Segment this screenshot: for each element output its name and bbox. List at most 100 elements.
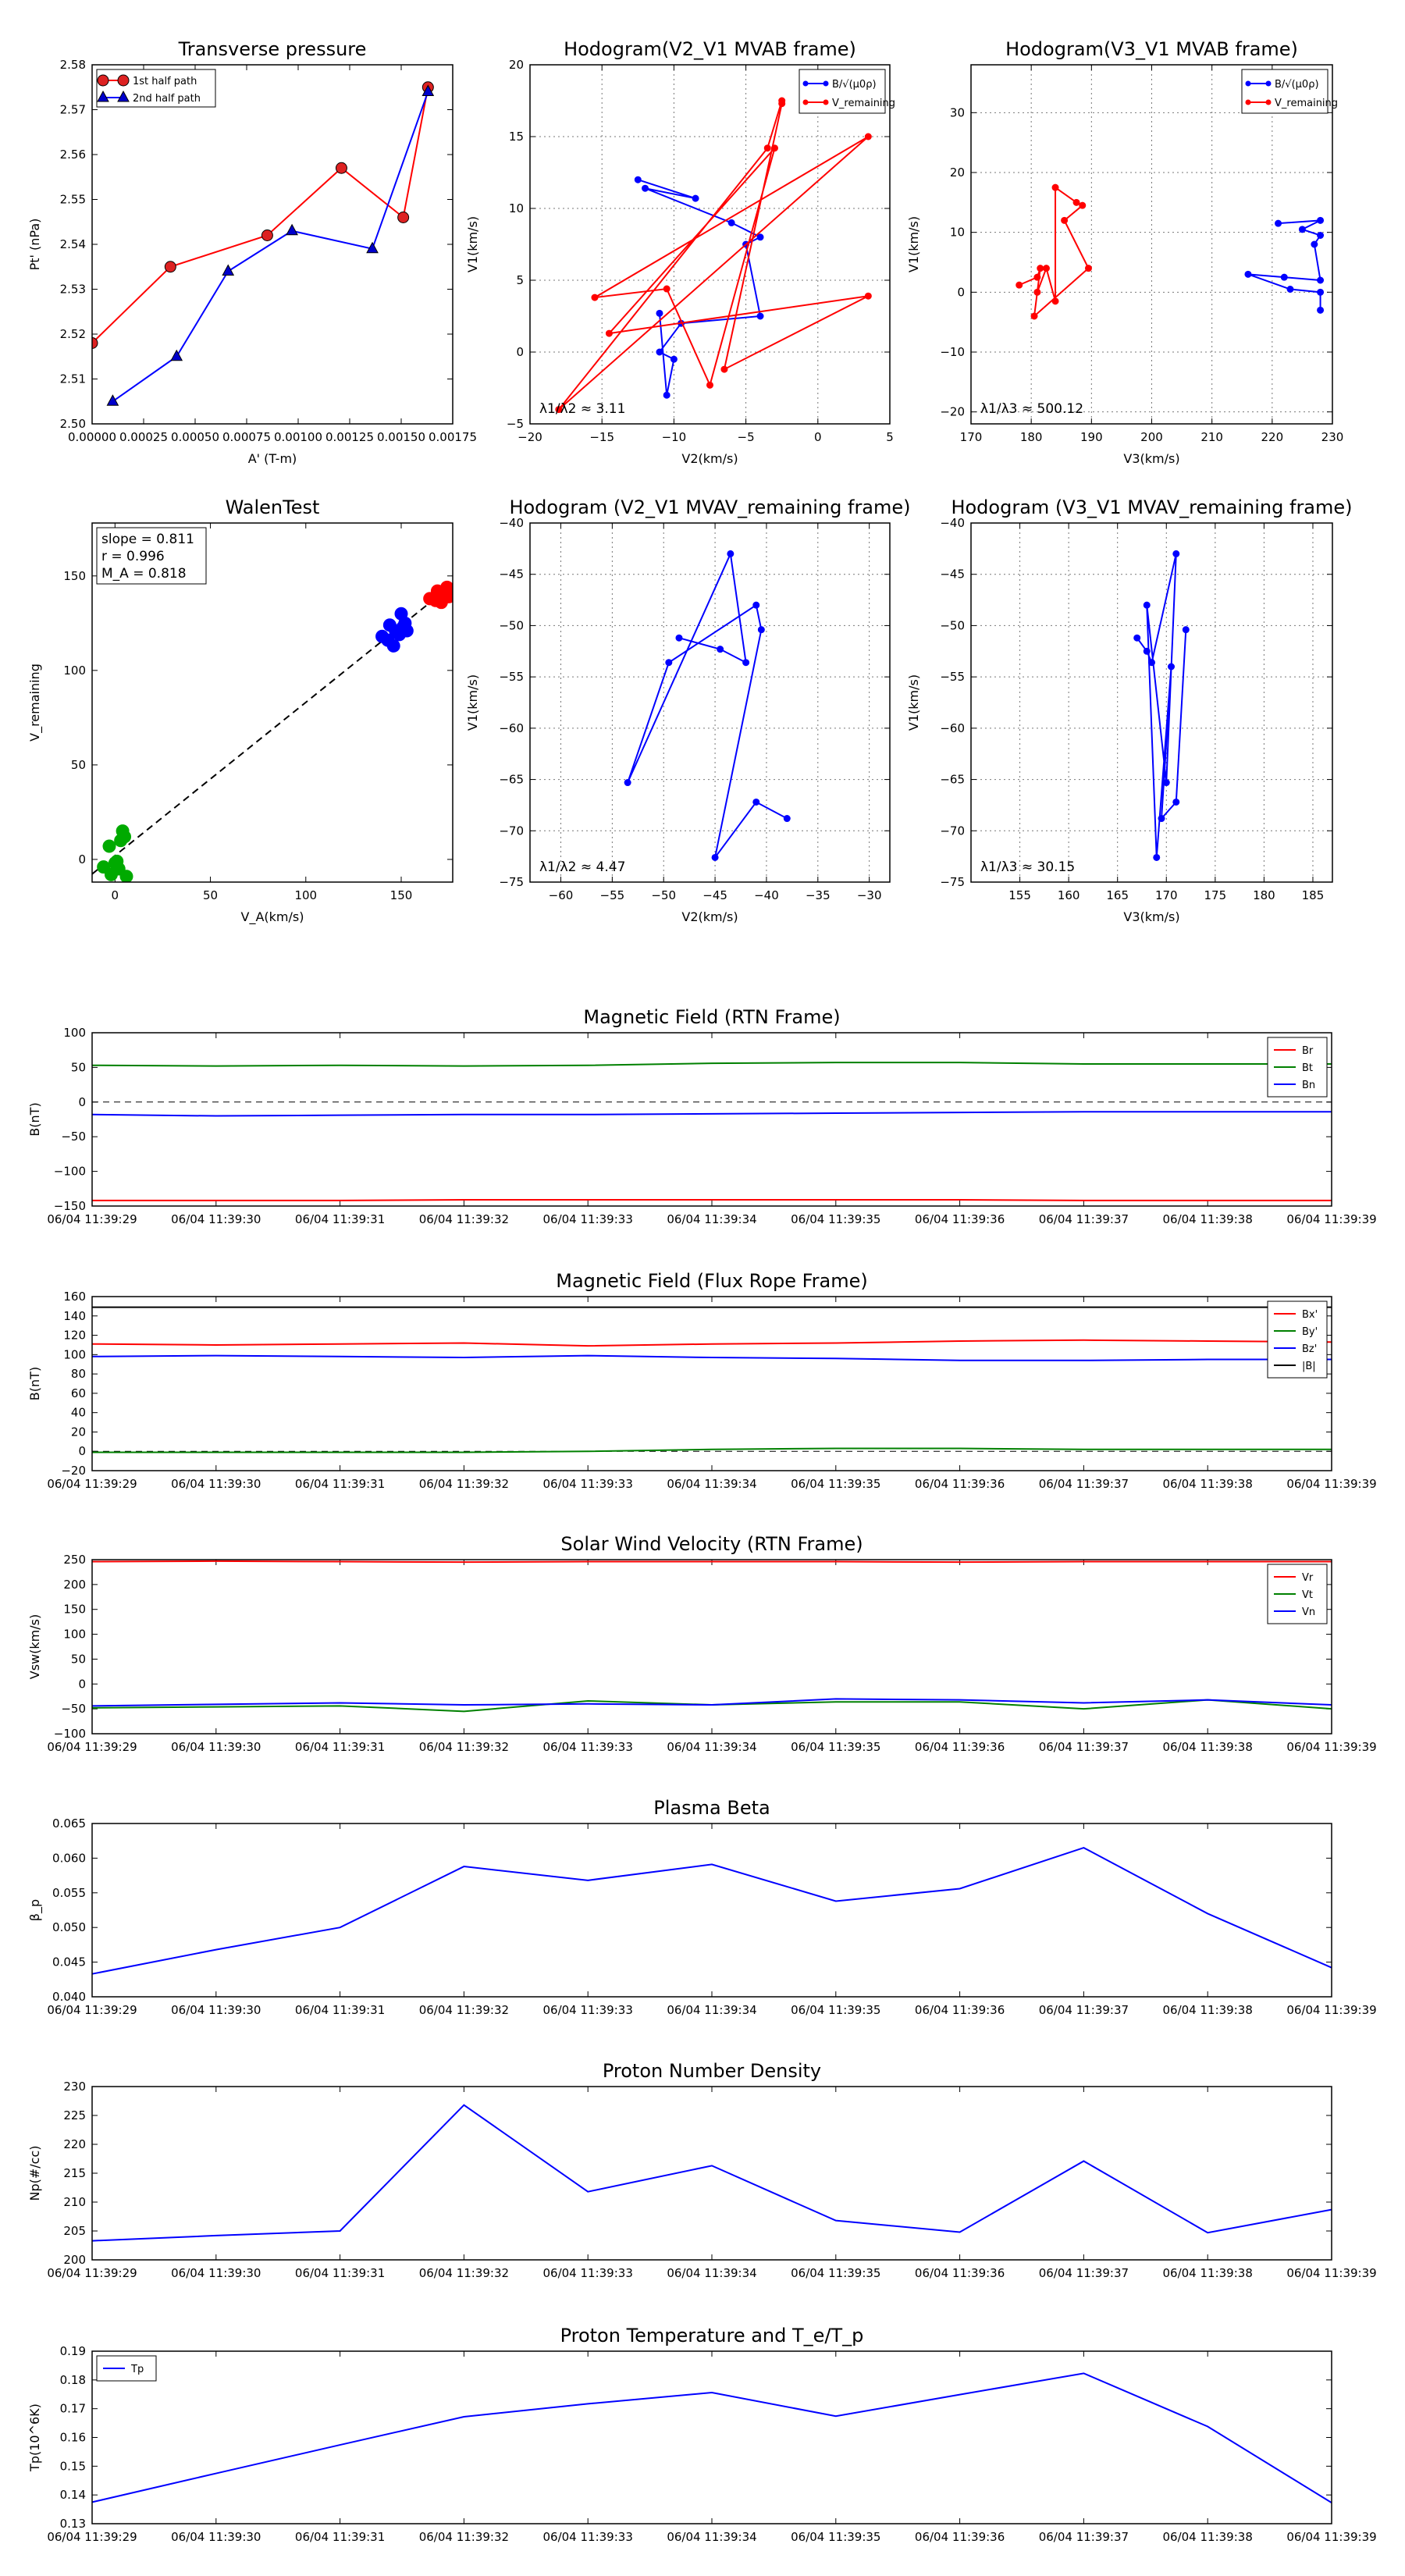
plot-layer — [92, 81, 435, 406]
legend-marker — [1265, 99, 1272, 105]
x-tick-label: 0.00025 — [119, 430, 168, 444]
legend-marker — [1265, 80, 1272, 87]
y-tick-label: −5 — [507, 417, 524, 431]
plot-area — [92, 2087, 1332, 2260]
y-tick-label: −65 — [940, 773, 965, 787]
y-tick-label: 30 — [950, 105, 965, 119]
x-axis-label: V3(km/s) — [1123, 451, 1179, 466]
y-tick-label: 0 — [78, 1095, 86, 1109]
y-tick-label: 0.065 — [52, 1816, 86, 1831]
eigen-ratio-annotation: λ1/λ3 ≈ 30.15 — [980, 859, 1075, 875]
x-tick-label: 06/04 11:39:35 — [791, 2530, 880, 2544]
series-line — [91, 2372, 1332, 2503]
y-tick-label: 215 — [63, 2166, 86, 2180]
data-point — [422, 84, 435, 96]
legend-label: Vr — [1302, 1572, 1314, 1584]
x-tick-label: 06/04 11:39:33 — [543, 2530, 633, 2544]
y-tick-label: 0.18 — [60, 2373, 86, 2387]
series-line — [91, 1846, 1332, 1975]
plot-area — [92, 2351, 1332, 2524]
data-point — [1037, 265, 1044, 272]
legend-label: Vt — [1302, 1589, 1313, 1601]
x-tick-label: 06/04 11:39:35 — [791, 2266, 880, 2280]
data-point — [1244, 270, 1252, 278]
data-point — [1033, 273, 1041, 281]
x-tick-label: 06/04 11:39:30 — [171, 1740, 261, 1754]
data-point — [555, 406, 563, 414]
chart-title: Proton Number Density — [603, 2060, 821, 2082]
x-tick-label: 06/04 11:39:34 — [667, 1477, 756, 1491]
data-point — [665, 659, 673, 667]
x-tick-label: 210 — [1200, 430, 1223, 444]
x-tick-label: 0.00175 — [429, 430, 477, 444]
data-point — [170, 349, 183, 361]
data-point — [335, 162, 347, 174]
x-tick-label: 06/04 11:39:38 — [1163, 1740, 1253, 1754]
y-tick-label: −50 — [61, 1130, 86, 1144]
y-tick-label: 0.16 — [60, 2431, 86, 2445]
data-point — [102, 839, 116, 853]
chart-title: Hodogram(V3_V1 MVAB frame) — [1005, 38, 1298, 60]
x-tick-label: 06/04 11:39:31 — [295, 1212, 385, 1226]
data-point — [222, 264, 235, 276]
x-tick-label: −35 — [806, 888, 831, 902]
chart-title: Proton Temperature and T_e/T_p — [560, 2325, 864, 2347]
data-point — [605, 329, 613, 337]
y-tick-label: −50 — [499, 618, 524, 632]
y-tick-label: 0 — [78, 852, 86, 866]
legend-label: 2nd half path — [133, 93, 201, 105]
plot-area — [92, 1297, 1332, 1471]
y-tick-label: 15 — [509, 130, 524, 144]
data-point — [1172, 798, 1180, 806]
chart-title: Solar Wind Velocity (RTN Frame) — [560, 1533, 863, 1555]
x-tick-label: 50 — [203, 888, 218, 902]
x-tick-label: 06/04 11:39:30 — [171, 1477, 261, 1491]
y-tick-label: −40 — [940, 516, 965, 530]
x-tick-label: 06/04 11:39:31 — [295, 1477, 385, 1491]
chart-beta: 06/04 11:39:29 06/04 11:39:30 06/04 11:39:… — [27, 1816, 1377, 2017]
y-tick-label: 100 — [63, 1347, 86, 1361]
y-tick-label: 2.50 — [60, 417, 86, 431]
x-tick-label: 06/04 11:39:34 — [667, 2003, 756, 2017]
x-tick-label: 06/04 11:39:34 — [667, 2530, 756, 2544]
x-tick-label: 180 — [1020, 430, 1043, 444]
series-line — [91, 1062, 1332, 1067]
data-point — [692, 194, 699, 202]
data-point — [261, 229, 273, 241]
data-point — [656, 348, 663, 356]
y-tick-label: 210 — [63, 2195, 86, 2209]
plot-area — [92, 1560, 1332, 1734]
annotation-box — [96, 527, 207, 585]
plot-frame — [529, 522, 891, 883]
x-tick-label: 06/04 11:39:34 — [667, 2266, 756, 2280]
x-tick-label: 220 — [1261, 430, 1284, 444]
data-point — [1051, 183, 1059, 191]
data-point — [1275, 219, 1282, 227]
x-tick-label: 06/04 11:39:37 — [1039, 2530, 1129, 2544]
x-tick-label: 160 — [1058, 888, 1080, 902]
y-tick-label: −75 — [940, 875, 965, 889]
data-point — [97, 90, 109, 102]
y-tick-label: 150 — [63, 1603, 86, 1617]
x-tick-label: 155 — [1008, 888, 1031, 902]
x-tick-label: 06/04 11:39:31 — [295, 1740, 385, 1754]
annotation-line: M_A = 0.818 — [101, 566, 187, 582]
y-axis-label: V_remaining — [27, 664, 43, 742]
data-point — [1182, 626, 1190, 634]
y-tick-label: 140 — [63, 1309, 86, 1323]
x-tick-label: −20 — [518, 430, 542, 444]
legend-label: By' — [1302, 1326, 1318, 1338]
plot-layer — [92, 580, 453, 882]
chart-title: Magnetic Field (RTN Frame) — [583, 1006, 840, 1028]
series-line — [558, 100, 870, 411]
x-tick-label: 06/04 11:39:39 — [1286, 1477, 1376, 1491]
x-tick-label: 06/04 11:39:39 — [1286, 2266, 1376, 2280]
data-point — [1168, 663, 1176, 671]
y-axis-label: V1(km/s) — [906, 674, 921, 731]
data-point — [1072, 198, 1080, 206]
x-axis-label: V_A(km/s) — [241, 909, 304, 925]
x-tick-label: 06/04 11:39:37 — [1039, 1477, 1129, 1491]
legend: Bx' By' Bz' |B| — [1267, 1300, 1328, 1379]
y-tick-label: −50 — [940, 618, 965, 632]
